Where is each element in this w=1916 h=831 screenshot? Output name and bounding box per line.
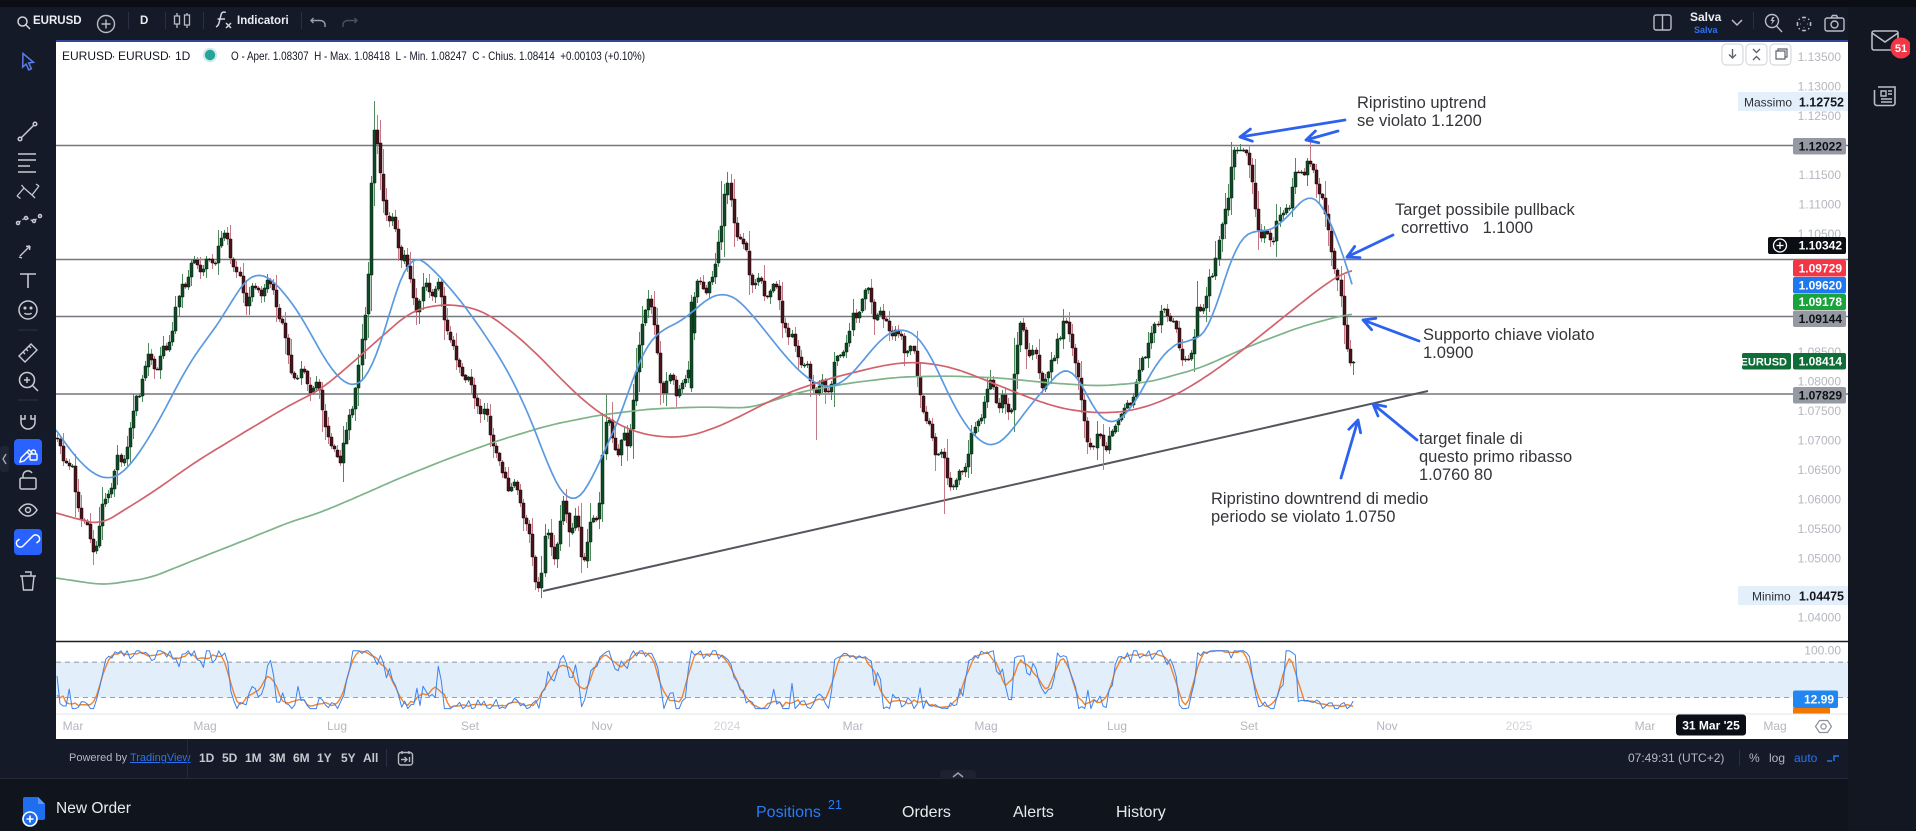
svg-text:Ripristino uptrend: Ripristino uptrend — [1357, 94, 1486, 112]
svg-text:1.05000: 1.05000 — [1798, 552, 1842, 566]
svg-text:1.07000: 1.07000 — [1798, 434, 1842, 448]
svg-text:1.11500: 1.11500 — [1799, 168, 1842, 182]
svg-text:periodo se violato 1.0750: periodo se violato 1.0750 — [1211, 508, 1395, 526]
svg-text:1.09729: 1.09729 — [1799, 261, 1843, 275]
svg-text:2024: 2024 — [714, 719, 741, 733]
svg-text:correttivo 1.1000: correttivo 1.1000 — [1401, 219, 1533, 237]
svg-text:1.07829: 1.07829 — [1799, 388, 1843, 402]
svg-text:Minimo: Minimo — [1752, 590, 1791, 604]
svg-text:1.10342: 1.10342 — [1799, 239, 1843, 253]
svg-text:1D: 1D — [175, 49, 191, 63]
svg-text:1.11000: 1.11000 — [1799, 198, 1842, 212]
svg-text:100.00: 100.00 — [1804, 644, 1841, 658]
svg-text:Mag: Mag — [974, 719, 997, 733]
svg-text:2025: 2025 — [1506, 719, 1533, 733]
svg-text:31 Mar '25: 31 Mar '25 — [1682, 719, 1740, 733]
svg-text:1.06500: 1.06500 — [1798, 463, 1842, 477]
svg-text:Set: Set — [1240, 719, 1259, 733]
svg-text:1.12500: 1.12500 — [1798, 109, 1842, 123]
svg-text:12.99: 12.99 — [1804, 693, 1834, 707]
svg-text:Supporto chiave violato: Supporto chiave violato — [1423, 326, 1595, 344]
svg-text:1.12752: 1.12752 — [1799, 96, 1844, 110]
svg-text:1.0760 80: 1.0760 80 — [1419, 466, 1492, 484]
svg-text:Mag: Mag — [193, 719, 216, 733]
svg-text:EURUSD: EURUSD — [62, 49, 113, 63]
svg-text:1.08414: 1.08414 — [1799, 354, 1843, 368]
svg-text:1.09144: 1.09144 — [1799, 312, 1843, 326]
svg-text:Nov: Nov — [591, 719, 612, 733]
svg-text:Lug: Lug — [1107, 719, 1127, 733]
svg-text:Target possibile pullback: Target possibile pullback — [1395, 201, 1576, 219]
svg-text:1.07500: 1.07500 — [1798, 404, 1842, 418]
svg-text:1.0900: 1.0900 — [1423, 344, 1473, 362]
svg-text:1.04475: 1.04475 — [1799, 590, 1844, 604]
svg-text:Lug: Lug — [327, 719, 347, 733]
svg-text:51: 51 — [1895, 43, 1907, 55]
svg-text:Mar: Mar — [1635, 719, 1656, 733]
svg-text:Mag: Mag — [1763, 719, 1786, 733]
svg-text:1.13500: 1.13500 — [1798, 50, 1842, 64]
svg-text:target finale di: target finale di — [1419, 430, 1523, 448]
svg-text:EURUSD: EURUSD — [1741, 356, 1788, 368]
svg-text:1.09178: 1.09178 — [1799, 295, 1843, 309]
svg-text:·: · — [112, 49, 116, 63]
svg-text:1.09620: 1.09620 — [1799, 278, 1843, 292]
svg-text:1.04000: 1.04000 — [1798, 611, 1842, 625]
svg-text:Massimo: Massimo — [1744, 96, 1792, 110]
svg-text:se violato 1.1200: se violato 1.1200 — [1357, 112, 1482, 130]
svg-text:Mar: Mar — [63, 719, 84, 733]
svg-text:O - Aper. 1.08307 H - Max. 1.: O - Aper. 1.08307 H - Max. 1.08418 L - M… — [231, 49, 645, 63]
svg-text:1.13000: 1.13000 — [1798, 80, 1842, 94]
svg-text:questo primo ribasso: questo primo ribasso — [1419, 448, 1572, 466]
svg-text:1.08000: 1.08000 — [1798, 375, 1842, 389]
svg-text:1.05500: 1.05500 — [1798, 522, 1842, 536]
svg-text:1.12022: 1.12022 — [1799, 139, 1843, 153]
svg-text:Mar: Mar — [843, 719, 864, 733]
svg-text:EURUSD: EURUSD — [118, 49, 169, 63]
svg-text:Nov: Nov — [1376, 719, 1397, 733]
svg-text:Set: Set — [461, 719, 480, 733]
svg-text:Ripristino downtrend di medio: Ripristino downtrend di medio — [1211, 490, 1428, 508]
svg-text:·: · — [168, 49, 172, 63]
svg-text:1.06000: 1.06000 — [1798, 493, 1842, 507]
